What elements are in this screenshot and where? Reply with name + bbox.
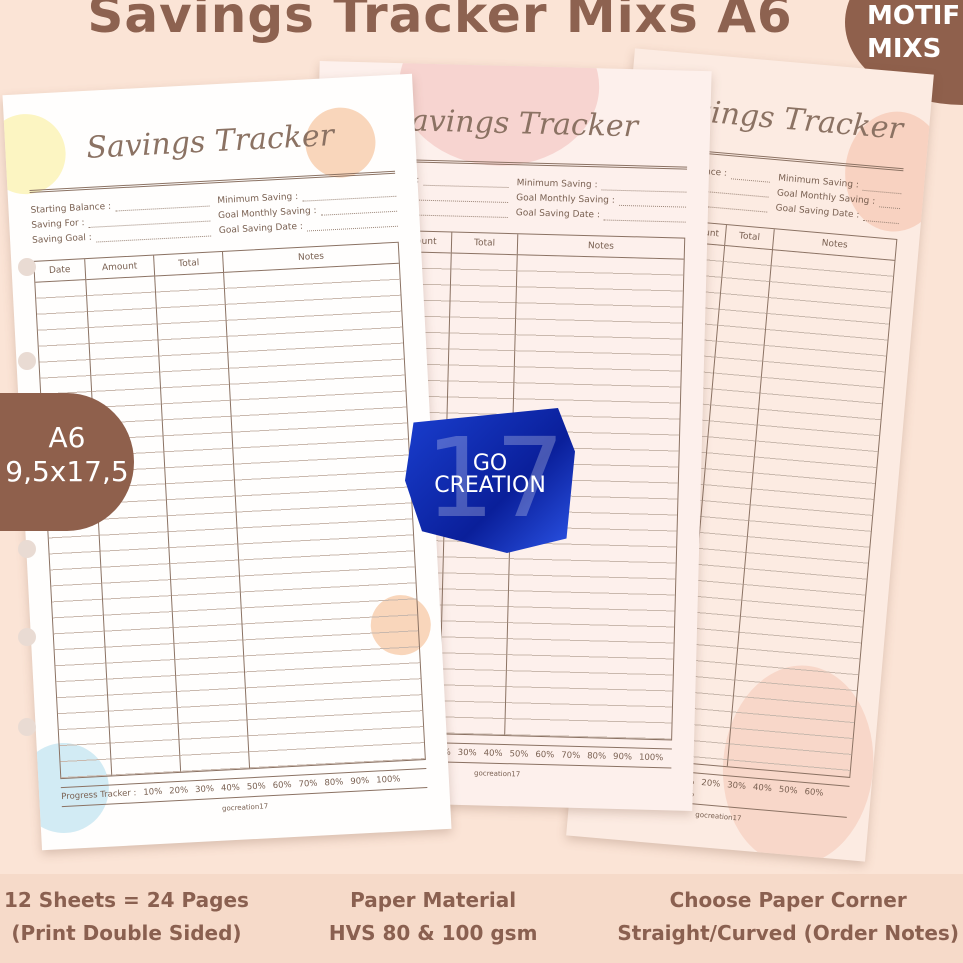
progress-label: Progress Tracker :: [61, 788, 137, 803]
field-line: [707, 197, 769, 213]
field-label: Minimum Saving :: [516, 178, 598, 191]
feature-line: Choose Paper Corner: [669, 888, 907, 912]
field-label: Saving For :: [31, 218, 85, 231]
feature-corner: Choose Paper Corner Straight/Curved (Orde…: [617, 884, 959, 963]
feature-line: Paper Material: [350, 888, 517, 912]
field-label: Goal Monthly Saving :: [217, 205, 317, 222]
progress-step: 60%: [535, 749, 555, 761]
field-label: Starting Balance :: [30, 201, 112, 216]
progress-step: 40%: [483, 748, 503, 760]
field-line: [95, 226, 212, 243]
progress-step: 80%: [324, 777, 344, 789]
field-row: Minimum Saving :: [516, 178, 687, 193]
field-line: [114, 196, 210, 212]
field-line: [320, 201, 398, 216]
binder-hole: [18, 718, 36, 736]
field-label: Saving Goal :: [31, 232, 93, 246]
field-line: [306, 216, 398, 232]
size-label: A6: [48, 421, 86, 454]
feature-paper: Paper Material HVS 80 & 100 gsm: [329, 884, 538, 963]
feature-band: 12 Sheets = 24 Pages (Print Double Sided)…: [0, 874, 963, 963]
field-line: [730, 169, 771, 183]
ruled-lines: [224, 263, 425, 769]
field-line: [423, 175, 509, 188]
progress-step: 20%: [700, 778, 721, 790]
feature-line: HVS 80 & 100 gsm: [328, 921, 538, 945]
progress-step: 50%: [778, 784, 799, 797]
progress-step: 50%: [509, 749, 529, 760]
size-dimensions: 9,5x17,5: [5, 455, 129, 488]
field-label: Goal Monthly Saving :: [516, 193, 615, 206]
binder-hole: [18, 540, 36, 558]
progress-step: 60%: [804, 787, 824, 799]
progress-step: 30%: [457, 747, 477, 759]
column-header: Date: [34, 259, 86, 283]
feature-line: 12 Sheets = 24 Pages: [4, 888, 249, 912]
size-badge: A6 9,5x17,5: [0, 393, 134, 531]
field-line: [301, 186, 397, 202]
feature-sheets: 12 Sheets = 24 Pages (Print Double Sided): [4, 884, 249, 963]
field-line: [88, 211, 211, 228]
watermark-logo: 17 GO CREATION: [405, 408, 575, 553]
field-column: Starting Balance : Saving For :Saving Goa…: [30, 192, 212, 251]
field-line: [702, 181, 770, 198]
progress-step: 70%: [561, 750, 581, 762]
field-label: Minimum Saving :: [217, 191, 299, 207]
progress-step: 80%: [587, 751, 607, 762]
badge-line: MOTIF: [867, 1, 961, 31]
sheet-fields: Starting Balance : Saving For :Saving Goa…: [30, 182, 398, 251]
watermark-line: GO: [472, 451, 508, 476]
column-header: Total: [451, 232, 518, 256]
binder-hole: [18, 258, 36, 276]
progress-step: 40%: [220, 782, 241, 794]
progress-step: 90%: [350, 775, 370, 787]
field-column: Minimum Saving : Goal Monthly Saving : Goa…: [516, 173, 687, 227]
binder-hole: [18, 352, 36, 370]
watermark-number: 17: [425, 414, 565, 542]
field-label: Goal Saving Date :: [515, 208, 601, 221]
progress-step: 30%: [194, 784, 215, 796]
field-label: Goal Saving Date :: [775, 203, 860, 221]
watermark-line: CREATION: [434, 473, 546, 498]
progress-step: 50%: [246, 781, 267, 793]
progress-step: 20%: [169, 785, 189, 797]
field-line: [601, 180, 687, 193]
progress-step: 100%: [638, 752, 664, 764]
product-title: Savings Tracker Mixs A6: [87, 0, 793, 44]
field-line: [878, 197, 901, 210]
binder-hole: [18, 628, 36, 646]
progress-step: 60%: [272, 780, 292, 792]
progress-step: 40%: [752, 782, 773, 795]
field-line: [603, 210, 686, 223]
field-column: Minimum Saving : Goal Monthly Saving : Goa…: [217, 182, 398, 241]
progress-step: 100%: [375, 774, 401, 786]
field-line: [618, 195, 687, 208]
field-row: Goal Monthly Saving :: [516, 193, 687, 208]
field-line: [862, 210, 900, 225]
progress-step: 30%: [726, 780, 747, 792]
feature-line: (Print Double Sided): [11, 921, 242, 945]
field-line: [862, 180, 903, 195]
progress-step: 10%: [143, 786, 163, 798]
progress-step: 90%: [612, 751, 633, 763]
progress-step: 70%: [298, 778, 318, 790]
field-label: Minimum Saving :: [777, 173, 860, 191]
table-column: Notes: [223, 242, 425, 769]
field-column: Minimum Saving : Goal Monthly Saving : Goa…: [775, 168, 903, 229]
badge-line: MIXS: [867, 34, 942, 64]
field-label: Goal Saving Date :: [218, 221, 304, 237]
field-row: Goal Saving Date :: [515, 208, 686, 223]
feature-line: Straight/Curved (Order Notes): [617, 921, 959, 945]
